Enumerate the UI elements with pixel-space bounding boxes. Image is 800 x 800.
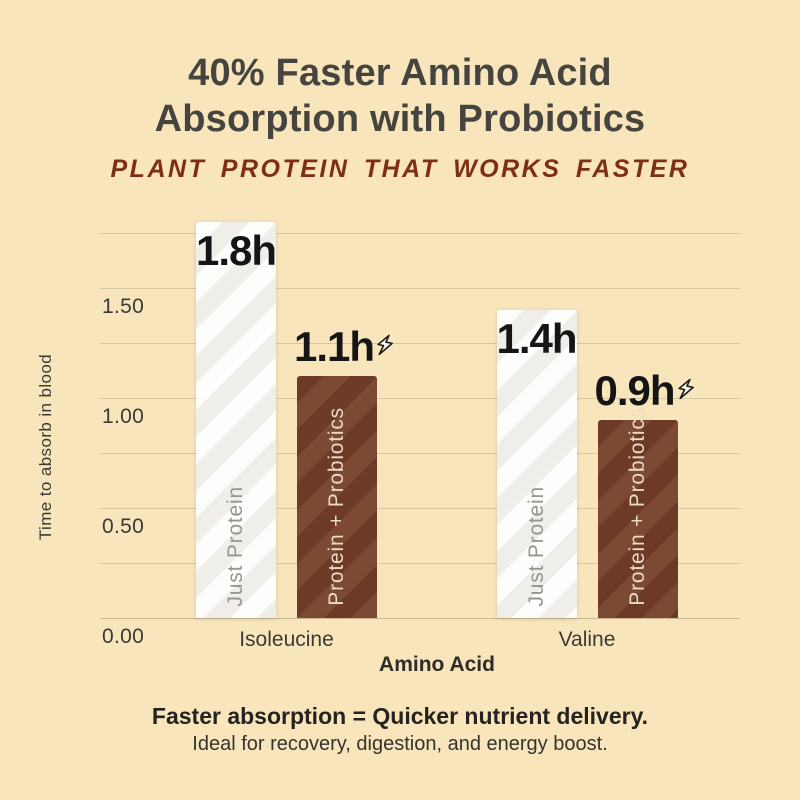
bar-just-protein-isoleucine: Just Protein bbox=[196, 222, 276, 618]
y-tick-label: 1.00 bbox=[102, 405, 145, 428]
bar-series-label-text: Just Protein bbox=[524, 485, 548, 607]
bar-value-text: 1.1h bbox=[293, 323, 375, 370]
bar-series-label-text: Just Protein bbox=[224, 485, 247, 607]
bar-protein-probiotics-isoleucine: Protein + Probiotics bbox=[297, 376, 377, 618]
category-label-valine: Valine bbox=[558, 628, 616, 651]
bar-series-label: Protein + Probiotics bbox=[598, 407, 678, 606]
bar-series-label: Just Protein bbox=[497, 486, 577, 607]
gridline bbox=[100, 288, 740, 289]
bar-value-label: 1.8h bbox=[195, 227, 277, 274]
y-tick-label: 0.50 bbox=[102, 515, 145, 538]
x-axis-title: Amino Acid bbox=[379, 653, 495, 676]
bar-series-label: Just Protein bbox=[196, 486, 276, 607]
y-tick-label: 1.50 bbox=[102, 295, 145, 318]
page-title: 40% Faster Amino Acid Absorption with Pr… bbox=[0, 50, 800, 142]
x-axis-line bbox=[100, 618, 740, 619]
bar-protein-probiotics-valine: Protein + Probiotics bbox=[597, 407, 678, 618]
bar-series-label-text: Protein + Probiotics bbox=[625, 407, 649, 606]
title-line-2: Absorption with Probiotics bbox=[154, 98, 646, 140]
lightning-bolt-icon bbox=[375, 322, 394, 364]
bar-series-label: Protein + Probiotics bbox=[297, 407, 377, 606]
bar-value-label: 1.4h bbox=[496, 315, 577, 362]
page-subtitle: PLANT PROTEIN THAT WORKS FASTER bbox=[110, 155, 690, 183]
footer-subline: Ideal for recovery, digestion, and energ… bbox=[192, 733, 608, 755]
gridline bbox=[100, 453, 740, 454]
bar-series-label-text: Protein + Probiotics bbox=[325, 407, 348, 606]
y-tick-label: 0.00 bbox=[102, 625, 145, 648]
bar-value-text: 0.9h bbox=[594, 367, 675, 414]
gridline bbox=[100, 398, 740, 399]
bar-just-protein-valine: Just Protein bbox=[496, 310, 577, 618]
category-label-isoleucine: Isoleucine bbox=[239, 628, 334, 651]
bar-value-label: 0.9h bbox=[545, 370, 745, 412]
title-line-1: 40% Faster Amino Acid bbox=[188, 52, 612, 94]
gridline bbox=[100, 233, 740, 234]
footer-headline: Faster absorption = Quicker nutrient del… bbox=[151, 703, 649, 729]
y-axis-title: Time to absorb in blood bbox=[36, 353, 55, 541]
bar-value-label: 1.1h bbox=[244, 326, 444, 368]
gridline bbox=[100, 563, 740, 564]
gridline bbox=[100, 343, 740, 344]
gridline bbox=[100, 508, 740, 509]
lightning-bolt-icon bbox=[676, 366, 695, 408]
